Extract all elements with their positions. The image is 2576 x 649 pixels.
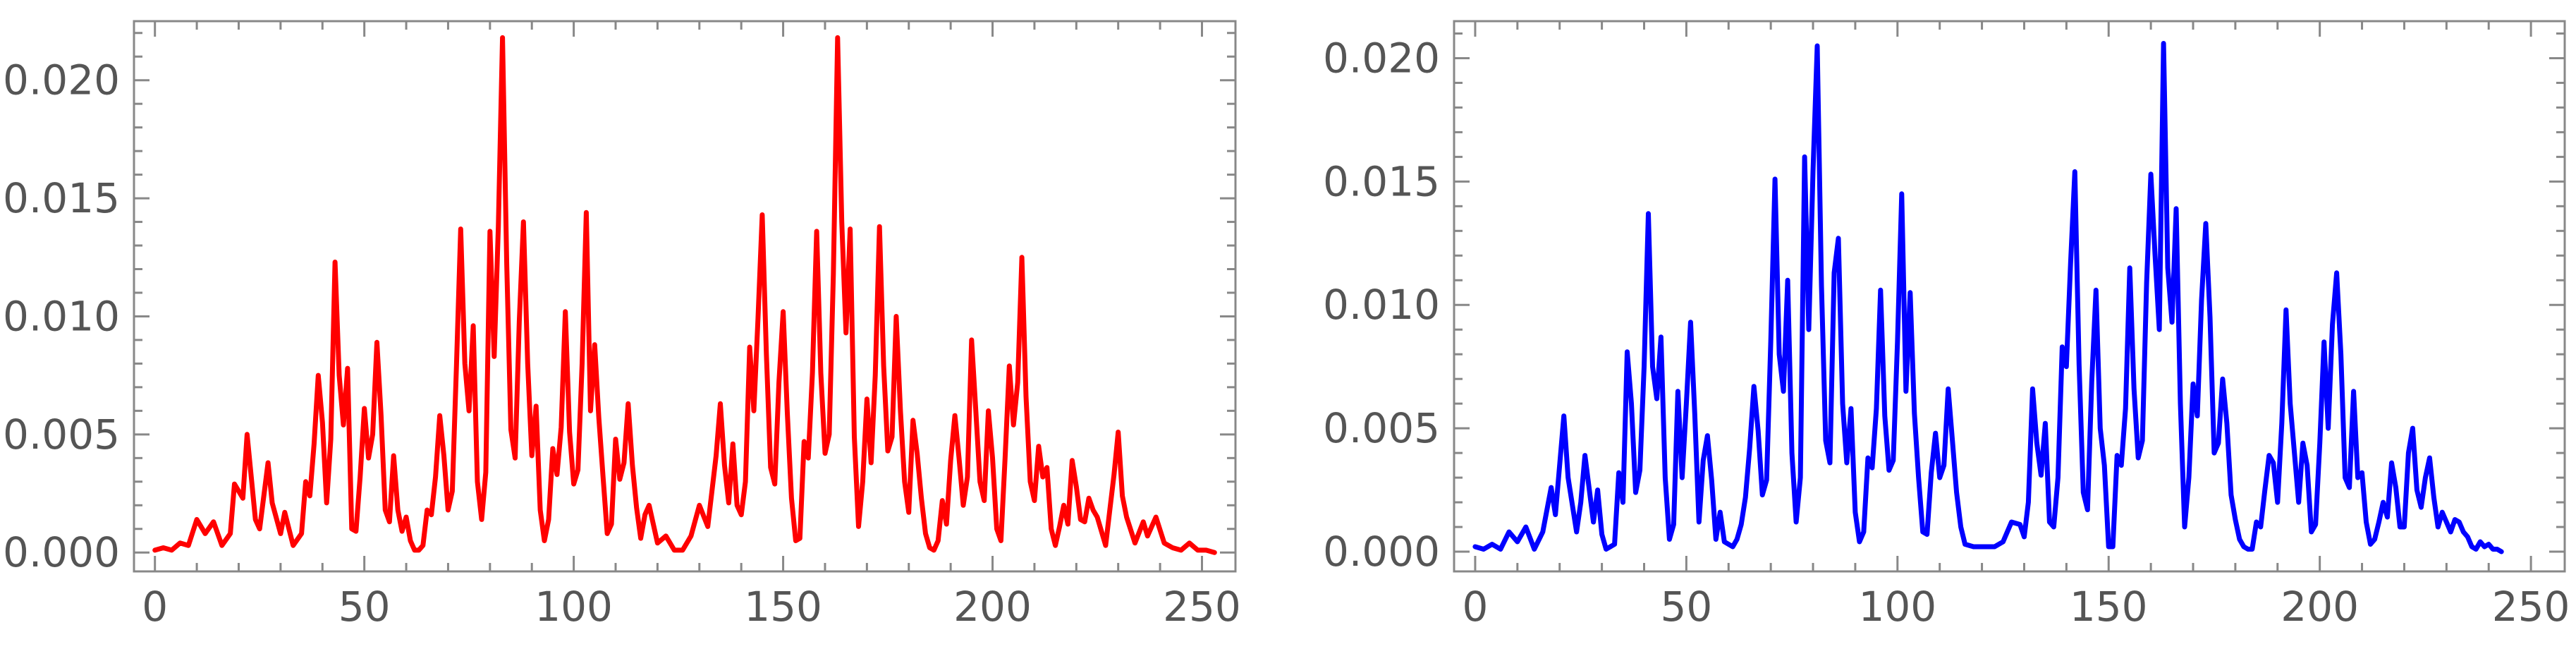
x-tick-label: 200: [2281, 583, 2359, 631]
x-tick-label: 100: [1858, 583, 1936, 631]
chart-left-red: 0 50 100 150 200 250 0.000 0.005 0.010 0.015 0.020: [3, 20, 1241, 631]
x-tick-label: 0: [142, 583, 168, 631]
y-tick-label: 0.015: [1323, 157, 1440, 205]
x-tick-label: 0: [1462, 583, 1488, 631]
plot-frame: [133, 20, 1237, 573]
series-line: [152, 35, 1217, 555]
plot-frame: [1453, 20, 2566, 573]
y-tick-label: 0.005: [1323, 404, 1440, 452]
x-tick-label: 50: [1660, 583, 1712, 631]
x-tick-label: 250: [1163, 583, 1241, 631]
x-tick-label: 100: [535, 583, 613, 631]
y-tick-label: 0.000: [3, 528, 120, 576]
y-tick-label: 0.015: [3, 174, 120, 222]
y-tick-label: 0.020: [3, 56, 120, 104]
y-tick-label: 0.020: [1323, 34, 1440, 82]
y-tick-label: 0.010: [1323, 281, 1440, 329]
x-tick-label: 150: [744, 583, 822, 631]
y-tick-label: 0.010: [3, 292, 120, 340]
x-tick-label: 250: [2492, 583, 2570, 631]
x-tick-label: 50: [338, 583, 391, 631]
series-line: [1472, 41, 2504, 554]
y-tick-label: 0.000: [1323, 528, 1440, 576]
chart-right-blue: 0 50 100 150 200 250 0.000 0.005 0.010 0.015 0.020: [1323, 20, 2570, 631]
x-tick-label: 150: [2070, 583, 2148, 631]
x-tick-label: 200: [953, 583, 1032, 631]
y-tick-label: 0.005: [3, 411, 120, 459]
